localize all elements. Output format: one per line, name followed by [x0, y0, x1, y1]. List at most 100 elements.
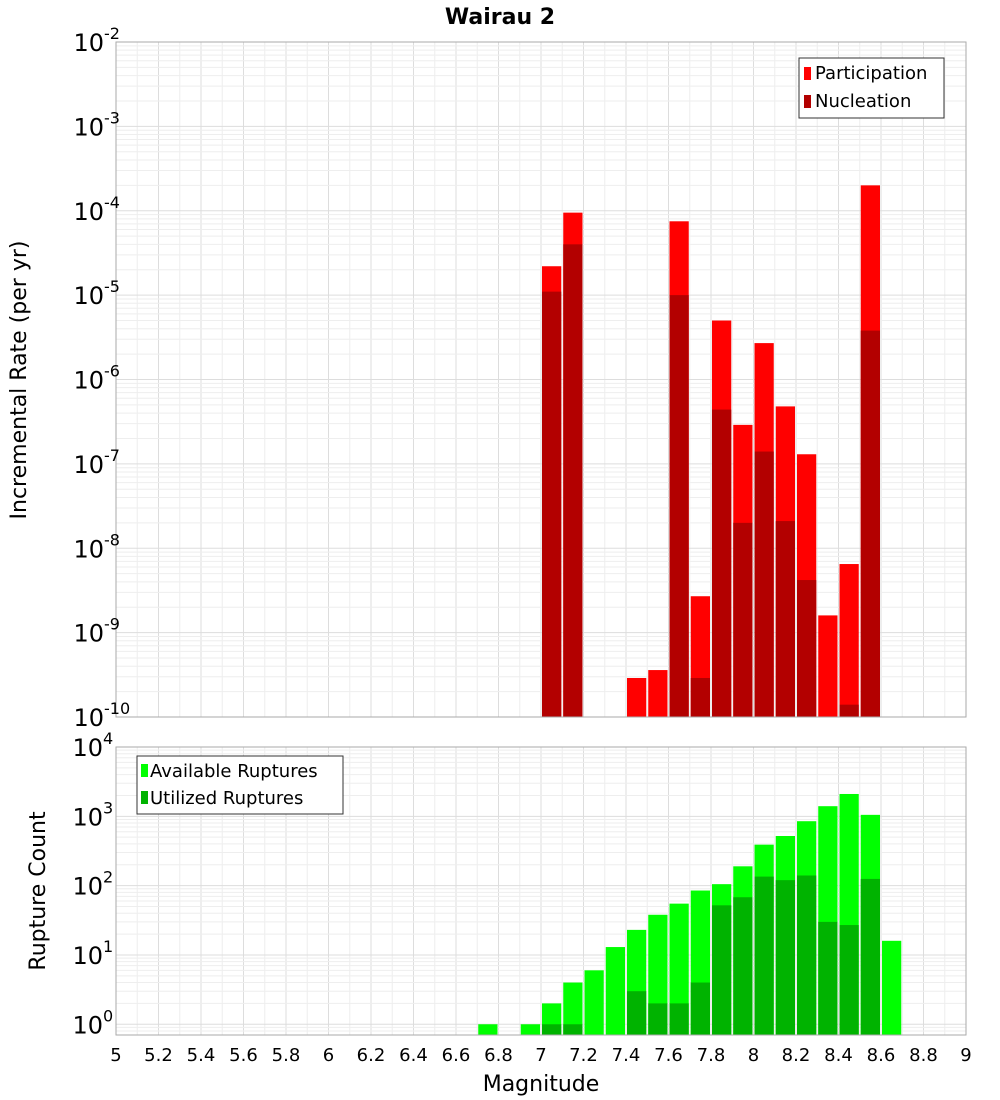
top-ytick-exponent: -5 — [104, 277, 120, 296]
bottom-bar-utilized-ruptures — [712, 905, 732, 1035]
bottom-bar-utilized-ruptures — [648, 1003, 668, 1035]
bottom-ytick-base: 10 — [72, 1011, 103, 1039]
top-legend-box — [798, 57, 945, 119]
x-tick-label: 7.2 — [569, 1045, 598, 1066]
x-tick-label: 7.4 — [612, 1045, 641, 1066]
top-bar-nucleation — [542, 291, 562, 717]
bottom-ytick-exponent: 4 — [103, 729, 113, 748]
bottom-bar-utilized-ruptures — [860, 878, 880, 1035]
top-bar-nucleation — [839, 704, 859, 717]
top-ytick-exponent: -7 — [104, 446, 120, 465]
x-tick-label: 7.8 — [697, 1045, 726, 1066]
bottom-y-axis-label: Rupture Count — [26, 811, 51, 971]
x-tick-label: 5.6 — [229, 1045, 258, 1066]
legend-swatch-nucleation — [804, 95, 811, 108]
top-ytick-exponent: -2 — [104, 24, 120, 43]
top-ytick-base: 10 — [73, 198, 104, 226]
legend-label-participation: Participation — [815, 63, 927, 84]
top-bar-participation — [627, 677, 647, 717]
legend-swatch-available — [141, 764, 148, 777]
x-tick-label: 6.8 — [484, 1045, 513, 1066]
top-bar-nucleation — [669, 295, 689, 717]
top-ytick-exponent: -4 — [104, 193, 120, 212]
top-ytick-exponent: -10 — [104, 699, 130, 718]
bottom-ytick-exponent: 2 — [103, 868, 113, 887]
x-tick-label: 5 — [110, 1045, 121, 1066]
top-bar-nucleation — [733, 522, 753, 717]
x-tick-label: 5.8 — [272, 1045, 301, 1066]
x-tick-label: 6 — [323, 1045, 334, 1066]
bottom-bar-utilized-ruptures — [839, 925, 859, 1035]
bottom-bar-utilized-ruptures — [733, 897, 753, 1035]
bottom-ytick-exponent: 1 — [103, 937, 113, 956]
legend-swatch-utilized — [141, 791, 148, 804]
bottom-bar-utilized-ruptures — [669, 1003, 689, 1035]
bottom-bar-utilized-ruptures — [542, 1024, 562, 1035]
top-ytick-exponent: -3 — [104, 108, 120, 127]
bottom-plot-border — [115, 746, 967, 1036]
x-tick-label: 8 — [748, 1045, 759, 1066]
top-bar-nucleation — [775, 521, 795, 717]
x-tick-label: 5.2 — [144, 1045, 173, 1066]
top-ytick-base: 10 — [73, 367, 104, 395]
x-tick-label: 8.6 — [867, 1045, 896, 1066]
bottom-bar-available-ruptures — [669, 903, 689, 1035]
top-y-tick-labels: 10-210-310-410-510-610-710-810-910-10 — [73, 24, 130, 732]
top-ytick-base: 10 — [73, 620, 104, 648]
x-tick-label: 6.4 — [399, 1045, 428, 1066]
bottom-ytick-base: 10 — [72, 803, 103, 831]
top-bar-participation — [839, 564, 859, 717]
top-gridlines — [116, 42, 966, 717]
x-tick-label: 7 — [535, 1045, 546, 1066]
bottom-bar-utilized-ruptures — [563, 1024, 583, 1035]
top-ytick-base: 10 — [73, 704, 104, 732]
legend-label-available: Available Ruptures — [150, 761, 318, 782]
top-plot-panel: 10-210-310-410-510-610-710-810-910-10 In… — [7, 24, 967, 732]
top-bar-nucleation — [690, 677, 710, 717]
legend-label-nucleation: Nucleation — [815, 91, 911, 112]
bottom-legend: Available Ruptures Utilized Ruptures — [136, 755, 344, 815]
x-tick-label: 8.8 — [909, 1045, 938, 1066]
x-tick-labels: 5 5.2 5.4 5.6 5.8 6 6.2 6.4 6.6 6.8 7 7.2 7.4 7.6 7.8 8… — [110, 1045, 971, 1066]
top-ytick-base: 10 — [73, 282, 104, 310]
top-ytick-base: 10 — [73, 113, 104, 141]
legend-swatch-participation — [804, 67, 811, 80]
chart-title: Wairau 2 — [445, 5, 555, 30]
bottom-bars — [478, 793, 902, 1035]
bottom-bar-utilized-ruptures — [690, 982, 710, 1035]
bottom-bar-available-ruptures — [520, 1024, 540, 1035]
bottom-bar-available-ruptures — [605, 947, 625, 1035]
top-bar-nucleation — [563, 244, 583, 718]
bottom-legend-box — [136, 755, 344, 815]
bottom-ytick-exponent: 0 — [103, 1006, 113, 1025]
top-plot-border — [115, 41, 967, 718]
top-ytick-exponent: -9 — [104, 615, 120, 634]
bottom-bar-utilized-ruptures — [797, 875, 817, 1035]
top-bar-nucleation — [754, 451, 774, 717]
bottom-bar-utilized-ruptures — [627, 991, 647, 1035]
top-bar-nucleation — [860, 330, 880, 717]
x-tick-label: 5.4 — [187, 1045, 216, 1066]
x-tick-label: 8.2 — [782, 1045, 811, 1066]
x-tick-label: 8.4 — [824, 1045, 853, 1066]
top-y-axis-label: Incremental Rate (per yr) — [7, 241, 32, 520]
bottom-ytick-exponent: 3 — [103, 798, 113, 817]
top-ytick-base: 10 — [73, 535, 104, 563]
x-tick-label: 9 — [960, 1045, 971, 1066]
bottom-ytick-base: 10 — [72, 734, 103, 762]
bottom-bar-utilized-ruptures — [818, 921, 838, 1035]
top-ytick-exponent: -8 — [104, 530, 120, 549]
x-tick-label: 7.6 — [654, 1045, 683, 1066]
bottom-bar-utilized-ruptures — [754, 876, 774, 1035]
x-tick-label: 6.2 — [357, 1045, 386, 1066]
bottom-ytick-base: 10 — [72, 873, 103, 901]
top-ytick-exponent: -6 — [104, 362, 120, 381]
legend-label-utilized: Utilized Ruptures — [150, 788, 303, 809]
bottom-bar-available-ruptures — [478, 1024, 498, 1035]
bottom-ytick-base: 10 — [72, 942, 103, 970]
top-legend: Participation Nucleation — [798, 57, 945, 119]
top-bars — [542, 185, 880, 718]
